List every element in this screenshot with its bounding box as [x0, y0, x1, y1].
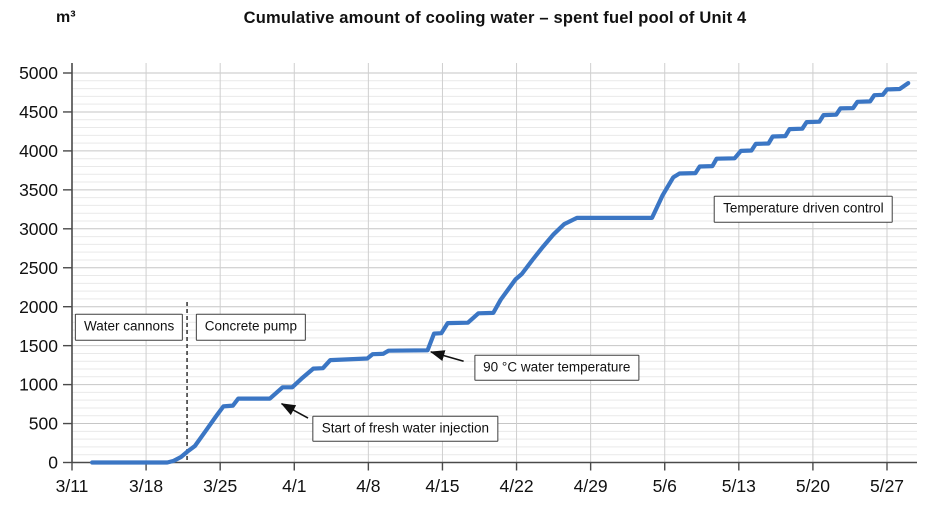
x-tick-label: 4/15	[425, 476, 459, 496]
x-tick-label: 5/27	[870, 476, 904, 496]
x-tick-label: 4/1	[282, 476, 306, 496]
y-tick-label: 2000	[19, 297, 58, 317]
y-tick-label: 500	[29, 414, 58, 434]
annotation-arrow	[430, 350, 464, 362]
y-tick-label: 3000	[19, 219, 58, 239]
y-tick-label: 2500	[19, 258, 58, 278]
x-tick-label: 3/18	[129, 476, 163, 496]
x-tick-label: 4/22	[500, 476, 534, 496]
series-line-cumulative-water	[89, 80, 911, 465]
y-tick-label: 4000	[19, 141, 58, 161]
y-axis-unit-label: m³	[56, 9, 76, 26]
x-tick-label: 3/25	[203, 476, 237, 496]
annotation-box: Temperature driven control	[714, 196, 893, 223]
x-tick-label: 5/20	[796, 476, 830, 496]
y-tick-label: 0	[48, 453, 58, 473]
annotation-box: Concrete pump	[195, 314, 307, 341]
x-tick-label: 5/6	[653, 476, 677, 496]
x-tick-label: 4/29	[574, 476, 608, 496]
annotation-box: 90 °C water temperature	[474, 354, 640, 382]
series-group	[89, 80, 911, 465]
annotation-box: Water cannons	[74, 314, 184, 341]
x-tick-label: 4/8	[356, 476, 380, 496]
annotation-arrow	[280, 402, 309, 419]
annotation-box: Start of fresh water injection	[312, 415, 499, 442]
y-tick-label: 1500	[19, 336, 58, 356]
axes: 0 500 1000 1500 2000 2500 3000 3500 4000 4500 5000…	[19, 63, 917, 496]
x-tick-label: 5/13	[722, 476, 756, 496]
y-tick-label: 5000	[19, 63, 58, 83]
gridlines-vertical	[145, 63, 888, 463]
y-tick-label: 3500	[19, 180, 58, 200]
y-tick-label: 1000	[19, 375, 58, 395]
chart-title: Cumulative amount of cooling water – spe…	[243, 9, 747, 27]
x-tick-label: 3/11	[56, 476, 89, 496]
annotation-arrows	[280, 350, 464, 419]
y-tick-label: 4500	[19, 102, 58, 122]
